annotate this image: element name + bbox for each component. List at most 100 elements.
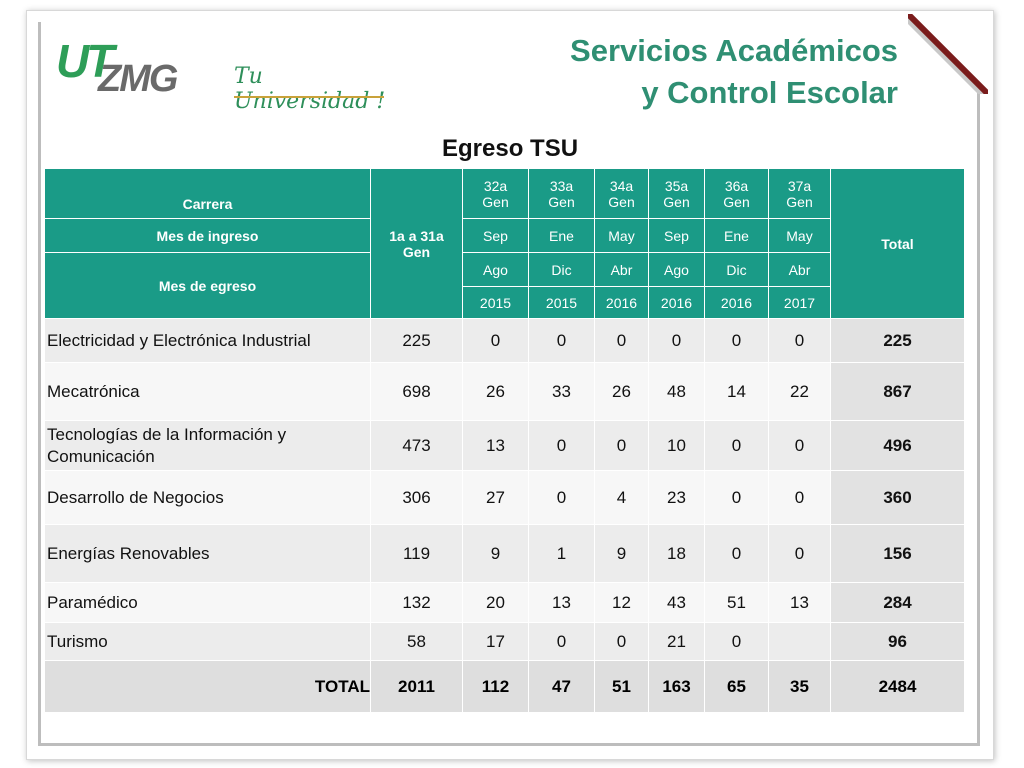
row-value-cell: 0 [768, 470, 831, 525]
table-row: Desarrollo de Negocios 306 27 0 4 23 0 0 360 [44, 470, 965, 525]
row-value-cell: 0 [768, 420, 831, 471]
row-value-cell: 0 [704, 622, 769, 661]
row-value-cell: 0 [768, 524, 831, 583]
totals-value-cell: 51 [594, 660, 649, 713]
logo-tagline-underline [234, 96, 384, 98]
header-egreso-mes: Abr [768, 252, 831, 287]
row-value-cell: 4 [594, 470, 649, 525]
header-first-gen: 1a a 31a Gen [370, 168, 463, 319]
graduation-table: Carrera 1a a 31a Gen 32a Gen 33a Gen 34a… [44, 168, 965, 713]
header-gen: 37a Gen [768, 168, 831, 219]
header-gen: 33a Gen [528, 168, 595, 219]
row-total-cell: 225 [830, 318, 965, 363]
row-value-cell: 1 [528, 524, 595, 583]
logo-zmg-text: ZMG [98, 58, 178, 100]
row-value-cell: 0 [462, 318, 529, 363]
row-value-cell: 9 [594, 524, 649, 583]
row-value-cell: 13 [528, 582, 595, 623]
table-subtitle: Egreso TSU [442, 135, 579, 162]
row-value-cell: 0 [528, 470, 595, 525]
row-value-cell: 58 [370, 622, 463, 661]
totals-value-cell: 65 [704, 660, 769, 713]
row-value-cell: 9 [462, 524, 529, 583]
table-row: Mecatrónica 698 26 33 26 48 14 22 867 [44, 362, 965, 421]
row-value-cell: 13 [768, 582, 831, 623]
row-value-cell: 27 [462, 470, 529, 525]
row-career-name: Tecnologías de la Información y Comunica… [44, 420, 371, 471]
row-total-cell: 284 [830, 582, 965, 623]
row-value-cell: 14 [704, 362, 769, 421]
table-row: Paramédico 132 20 13 12 43 51 13 284 [44, 582, 965, 623]
row-value-cell: 23 [648, 470, 705, 525]
row-career-name: Mecatrónica [44, 362, 371, 421]
row-value-cell: 698 [370, 362, 463, 421]
logo-ut-text: UT [56, 35, 114, 87]
row-value-cell: 225 [370, 318, 463, 363]
row-value-cell: 21 [648, 622, 705, 661]
totals-value-cell: 163 [648, 660, 705, 713]
row-value-cell: 0 [528, 318, 595, 363]
header-carrera: Carrera [44, 168, 371, 219]
row-value-cell: 0 [528, 420, 595, 471]
row-value-cell: 10 [648, 420, 705, 471]
header-ingreso: May [768, 218, 831, 253]
row-value-cell: 22 [768, 362, 831, 421]
header-egreso-anio: 2016 [648, 286, 705, 319]
row-value-cell: 18 [648, 524, 705, 583]
row-value-cell: 0 [704, 318, 769, 363]
row-value-cell: 132 [370, 582, 463, 623]
row-value-cell: 119 [370, 524, 463, 583]
page-title-line2: y Control Escolar [641, 75, 898, 110]
table-row: Electricidad y Electrónica Industrial 225… [44, 318, 965, 363]
header-ingreso: May [594, 218, 649, 253]
row-total-cell: 867 [830, 362, 965, 421]
header-egreso-anio: 2016 [594, 286, 649, 319]
header-egreso-anio: 2017 [768, 286, 831, 319]
row-value-cell: 51 [704, 582, 769, 623]
row-value-cell: 48 [648, 362, 705, 421]
row-value-cell: 0 [594, 318, 649, 363]
row-value-cell: 0 [768, 318, 831, 363]
row-value-cell: 473 [370, 420, 463, 471]
logo-tagline: Tu Universidad ! [234, 64, 386, 114]
totals-value-cell: 2011 [370, 660, 463, 713]
header-egreso-mes: Ago [648, 252, 705, 287]
page-title-line1: Servicios Académicos [570, 33, 898, 68]
row-value-cell [768, 622, 831, 661]
header-gen: 34a Gen [594, 168, 649, 219]
row-total-cell: 360 [830, 470, 965, 525]
row-career-name: Energías Renovables [44, 524, 371, 583]
row-value-cell: 33 [528, 362, 595, 421]
row-career-name: Paramédico [44, 582, 371, 623]
row-value-cell: 13 [462, 420, 529, 471]
header-ingreso: Sep [648, 218, 705, 253]
row-value-cell: 0 [594, 420, 649, 471]
row-value-cell: 12 [594, 582, 649, 623]
page-corner-fold-icon [908, 14, 988, 94]
row-career-name: Electricidad y Electrónica Industrial [44, 318, 371, 363]
header-egreso-mes: Ago [462, 252, 529, 287]
header-ingreso: Ene [528, 218, 595, 253]
header-mes-egreso: Mes de egreso [44, 252, 371, 319]
header-egreso-mes: Dic [704, 252, 769, 287]
totals-value-cell: 47 [528, 660, 595, 713]
header-egreso-anio: 2016 [704, 286, 769, 319]
totals-value-cell: 112 [462, 660, 529, 713]
header-gen: 35a Gen [648, 168, 705, 219]
header-egreso-anio: 2015 [528, 286, 595, 319]
header-ingreso: Sep [462, 218, 529, 253]
totals-row: TOTAL 2011 112 47 51 163 65 35 2484 [44, 660, 965, 713]
row-value-cell: 17 [462, 622, 529, 661]
row-value-cell: 306 [370, 470, 463, 525]
inner-border [38, 22, 980, 746]
header-ingreso: Ene [704, 218, 769, 253]
row-value-cell: 43 [648, 582, 705, 623]
header-gen: 36a Gen [704, 168, 769, 219]
row-total-cell: 156 [830, 524, 965, 583]
row-career-name: Desarrollo de Negocios [44, 470, 371, 525]
row-career-name: Turismo [44, 622, 371, 661]
table-row: Tecnologías de la Información y Comunica… [44, 420, 965, 471]
table-row: Energías Renovables 119 9 1 9 18 0 0 156 [44, 524, 965, 583]
table-row: Turismo 58 17 0 0 21 0 96 [44, 622, 965, 661]
row-value-cell: 20 [462, 582, 529, 623]
